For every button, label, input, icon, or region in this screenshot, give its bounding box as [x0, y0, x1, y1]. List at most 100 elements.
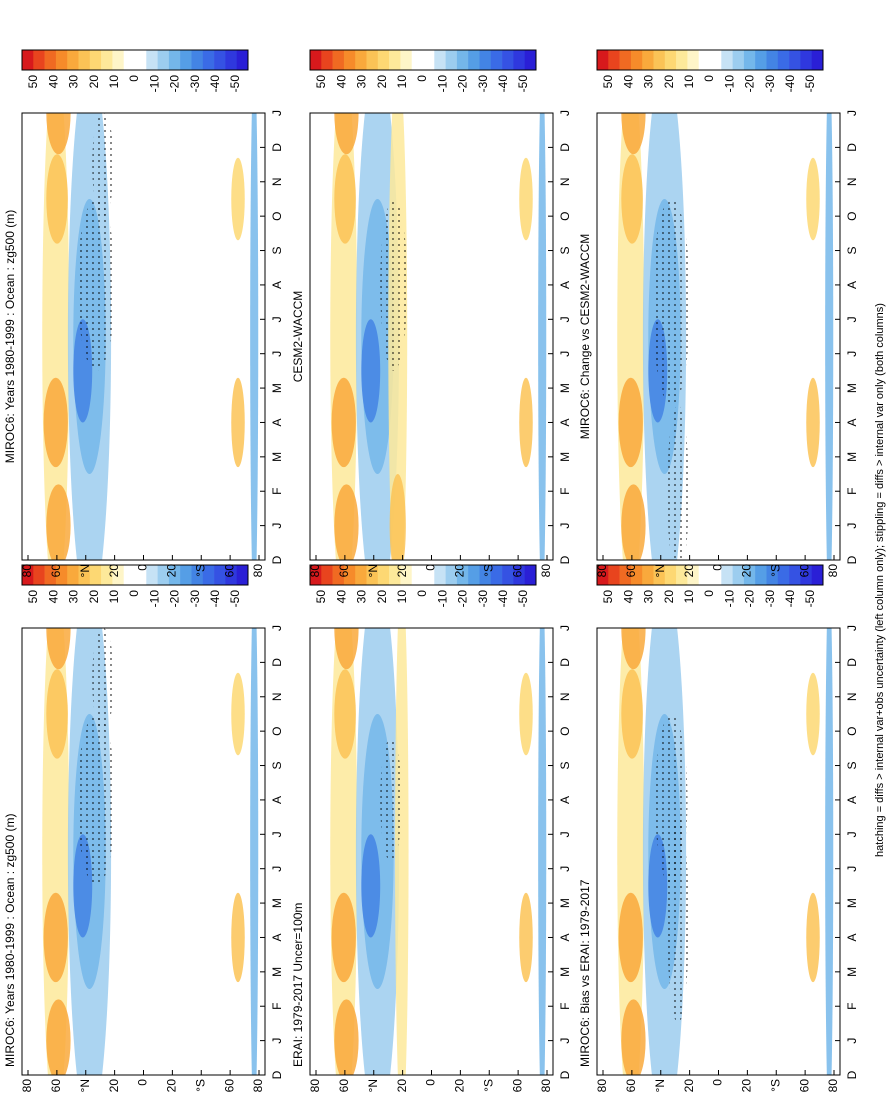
colorbar-swatch [112, 50, 125, 70]
contour-field [330, 113, 547, 560]
colorbar-label: 20 [375, 75, 389, 89]
colorbar-label: 40 [621, 75, 635, 89]
colorbar-swatch [479, 565, 492, 585]
y-tick-label: 60 [49, 1079, 63, 1093]
colorbar-swatch [619, 565, 632, 585]
colorbar-label: 40 [46, 590, 60, 604]
colorbar-swatch [676, 565, 688, 585]
colorbar-swatch [22, 50, 34, 70]
colorbar-swatch [112, 565, 125, 585]
colorbar-swatch [135, 50, 147, 70]
x-tick-label: N [270, 177, 284, 186]
contour-region [334, 113, 359, 155]
y-tick-label: 0 [424, 1079, 438, 1086]
colorbar-swatch [55, 565, 68, 585]
contour-field [42, 113, 259, 560]
y-tick-label: 80 [308, 564, 322, 578]
colorbar-label: 50 [314, 75, 328, 89]
x-tick-label: J [270, 625, 284, 631]
colorbar-swatch [191, 565, 204, 585]
x-tick-label: D [845, 658, 859, 667]
colorbar-label: -50 [803, 75, 817, 93]
x-tick-label: M [558, 383, 572, 393]
x-tick-label: M [845, 967, 859, 977]
y-tick-label: 60 [337, 1079, 351, 1093]
contour-field [617, 113, 834, 560]
colorbar-swatch [698, 50, 711, 70]
colorbar-label: 0 [127, 75, 141, 82]
y-tick-label: 80 [20, 1079, 34, 1093]
colorbar-label: -10 [435, 590, 449, 608]
colorbar-label: 40 [46, 75, 60, 89]
colorbar-swatch [653, 50, 666, 70]
colorbar-swatch [214, 50, 226, 70]
stippling [77, 713, 116, 886]
x-tick-label: D [558, 143, 572, 152]
colorbar-swatch [366, 565, 379, 585]
x-tick-label: F [270, 1003, 284, 1010]
x-tick-label: J [845, 1038, 859, 1044]
colorbar-swatch [44, 565, 57, 585]
stippling [652, 198, 691, 406]
colorbar-swatch [135, 565, 147, 585]
x-tick-label: A [270, 933, 284, 941]
colorbar-swatch [389, 565, 401, 585]
y-tick-label: 20 [453, 1079, 467, 1093]
colorbar-label: 10 [395, 590, 409, 604]
colorbar-frame [309, 49, 537, 71]
contour-region [621, 669, 643, 759]
colorbar-swatch [225, 50, 237, 70]
colorbar-swatch [423, 565, 435, 585]
y-tick-label: 80 [308, 1079, 322, 1093]
colorbar-label: -20 [456, 75, 470, 93]
colorbar-label: 20 [87, 75, 101, 89]
x-tick-label: D [558, 555, 572, 564]
colorbar-swatch [377, 50, 390, 70]
contour-region [46, 669, 68, 759]
contour-region [46, 154, 68, 244]
colorbar-swatch [513, 50, 526, 70]
y-tick-label: 20 [165, 1079, 179, 1093]
x-tick-label: J [558, 351, 572, 357]
colorbar-swatch [642, 565, 654, 585]
x-tick-label: N [845, 177, 859, 186]
x-tick-label: A [558, 281, 572, 289]
colorbar-swatch [789, 565, 801, 585]
x-tick-label: A [845, 418, 859, 426]
panel: MIROC6: Years 1980-1999 : Ocean : zg500 … [3, 49, 284, 577]
colorbar-swatch [502, 565, 514, 585]
colorbar-swatch [597, 565, 609, 585]
contour-region [621, 154, 643, 244]
stippling [667, 817, 689, 1024]
colorbar-swatch [355, 565, 367, 585]
x-tick-label: J [270, 523, 284, 529]
y-tick-label: 80 [595, 1079, 609, 1093]
contour-region [334, 669, 356, 759]
y-tick-label: 60 [624, 1079, 638, 1093]
colorbar-swatch [332, 565, 345, 585]
colorbar-swatch [698, 565, 711, 585]
x-tick-label: J [558, 110, 572, 116]
colorbar-label: -30 [476, 590, 490, 608]
x-tick-label: N [270, 692, 284, 701]
colorbar-label: -40 [496, 590, 510, 608]
colorbar-swatch [343, 565, 356, 585]
y-tick-label: °N [366, 564, 380, 577]
colorbar-label: -50 [228, 590, 242, 608]
colorbar-swatch [710, 565, 722, 585]
y-tick-label: 60 [624, 564, 638, 578]
y-tick-label: 0 [136, 564, 150, 571]
contour-region [334, 154, 356, 244]
contour-region [250, 113, 259, 560]
x-tick-label: A [845, 933, 859, 941]
contour-region [825, 628, 834, 1075]
x-tick-label: S [845, 762, 859, 770]
colorbar-swatch [310, 50, 322, 70]
colorbar-swatch [777, 50, 790, 70]
contour-region [519, 157, 533, 241]
contour-region [250, 628, 259, 1075]
x-tick-label: M [845, 383, 859, 393]
colorbar-swatch [468, 565, 480, 585]
colorbar-label: 30 [67, 590, 81, 604]
colorbar-swatch [608, 50, 620, 70]
